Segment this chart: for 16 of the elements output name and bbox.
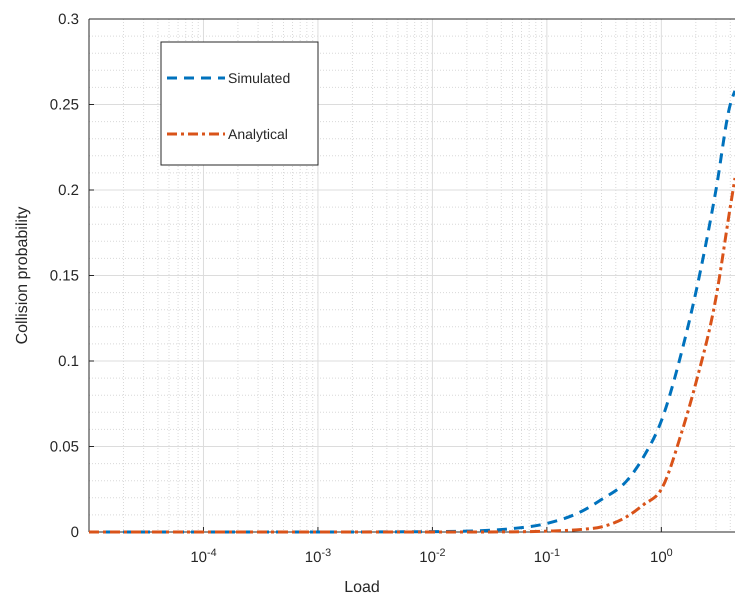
x-tick-label: 10$^{-3}$ xyxy=(304,547,332,566)
y-tick-label: 0.25 xyxy=(50,96,79,114)
x-tick-label: 10$^{-4}$ xyxy=(190,547,217,566)
y-axis-title: Collision probability xyxy=(14,206,31,344)
legend-label: Simulated xyxy=(228,70,290,86)
x-axis-title: Load xyxy=(344,579,380,596)
y-tick-label: 0.15 xyxy=(50,267,79,284)
y-tick-label: 0.2 xyxy=(58,182,79,199)
y-tick-label: 0 xyxy=(70,524,79,541)
y-tick-label: 0.05 xyxy=(50,438,79,456)
x-tick-label: 10$^{-2}$ xyxy=(419,547,446,566)
y-tick-label: 0.1 xyxy=(58,352,79,370)
legend-label: Analytical xyxy=(228,126,288,142)
x-tick-label: 10$^{0}$ xyxy=(650,547,673,566)
x-tick-label: 10$^{-1}$ xyxy=(534,547,560,566)
y-tick-label: 0.3 xyxy=(58,10,79,28)
